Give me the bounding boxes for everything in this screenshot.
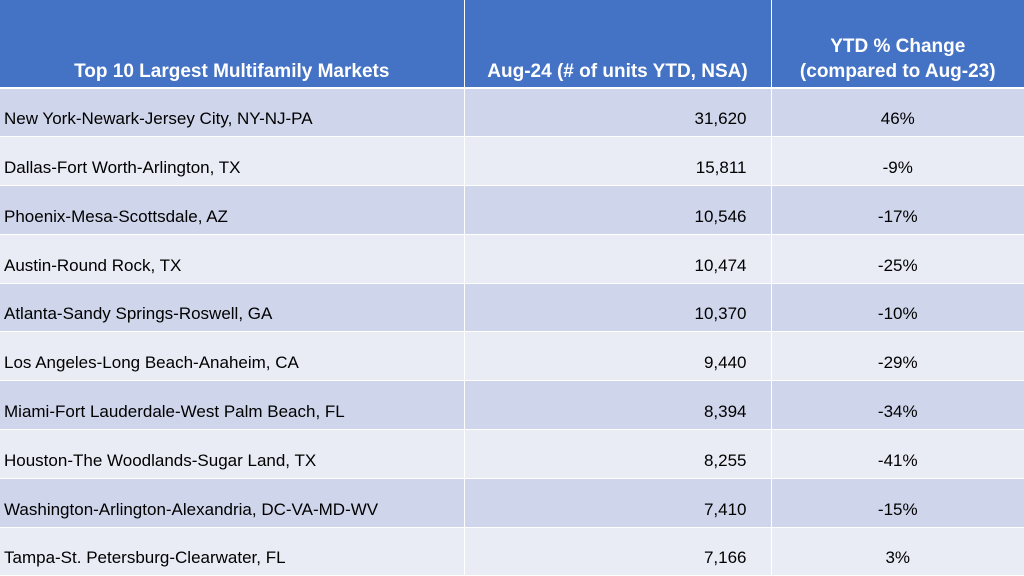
change-cell: -25% [771,234,1024,284]
header-units-label: Aug-24 (# of units YTD, NSA) [487,61,748,82]
table-row: Washington-Arlington-Alexandria, DC-VA-M… [0,478,1024,528]
table-row: Miami-Fort Lauderdale-West Palm Beach, F… [0,380,1024,431]
header-change-line-1: YTD % Change [830,36,966,57]
table-row: Austin-Round Rock, TX 10,474 -25% [0,234,1024,284]
market-cell: Los Angeles-Long Beach-Anaheim, CA [0,331,465,382]
market-cell: New York-Newark-Jersey City, NY-NJ-PA [0,88,465,138]
change-cell: -29% [771,331,1024,382]
units-cell: 15,811 [464,136,772,187]
change-cell: -17% [771,185,1024,235]
change-cell: 46% [771,88,1024,138]
header-market-label: Top 10 Largest Multifamily Markets [74,61,390,82]
market-cell: Houston-The Woodlands-Sugar Land, TX [0,429,465,479]
header-units: Aug-24 (# of units YTD, NSA) [464,0,772,89]
header-change-line-2: (compared to Aug-23) [799,61,996,82]
market-cell: Miami-Fort Lauderdale-West Palm Beach, F… [0,380,465,431]
market-cell: Tampa-St. Petersburg-Clearwater, FL [0,527,465,576]
market-cell: Dallas-Fort Worth-Arlington, TX [0,136,465,187]
units-cell: 7,166 [464,527,772,576]
table-row: Phoenix-Mesa-Scottsdale, AZ 10,546 -17% [0,185,1024,235]
change-cell: 3% [771,527,1024,576]
units-cell: 31,620 [464,88,772,138]
change-cell: -41% [771,429,1024,479]
table-row: Tampa-St. Petersburg-Clearwater, FL 7,166… [0,527,1024,576]
market-cell: Phoenix-Mesa-Scottsdale, AZ [0,185,465,235]
units-cell: 8,255 [464,429,772,479]
change-cell: -10% [771,283,1024,333]
table-body: New York-Newark-Jersey City, NY-NJ-PA 31,… [0,88,1024,576]
market-cell: Austin-Round Rock, TX [0,234,465,284]
header-change: YTD % Change (compared to Aug-23) [771,0,1024,89]
market-cell: Atlanta-Sandy Springs-Roswell, GA [0,283,465,333]
units-cell: 9,440 [464,331,772,382]
table-row: New York-Newark-Jersey City, NY-NJ-PA 31,… [0,88,1024,138]
table-row: Atlanta-Sandy Springs-Roswell, GA 10,370-… [0,283,1024,333]
table-row: Los Angeles-Long Beach-Anaheim, CA 9,440-… [0,331,1024,382]
change-cell: -9% [771,136,1024,187]
table-row: Dallas-Fort Worth-Arlington, TX 15,811 -9% [0,136,1024,187]
change-cell: -15% [771,478,1024,528]
table-row: Houston-The Woodlands-Sugar Land, TX 8,25… [0,429,1024,479]
table-header-row: Top 10 Largest Multifamily Markets Aug-2… [0,0,1024,89]
market-cell: Washington-Arlington-Alexandria, DC-VA-M… [0,478,465,528]
units-cell: 10,474 [464,234,772,284]
header-market: Top 10 Largest Multifamily Markets [0,0,465,89]
change-cell: -34% [771,380,1024,431]
units-cell: 10,370 [464,283,772,333]
units-cell: 8,394 [464,380,772,431]
units-cell: 10,546 [464,185,772,235]
units-cell: 7,410 [464,478,772,528]
